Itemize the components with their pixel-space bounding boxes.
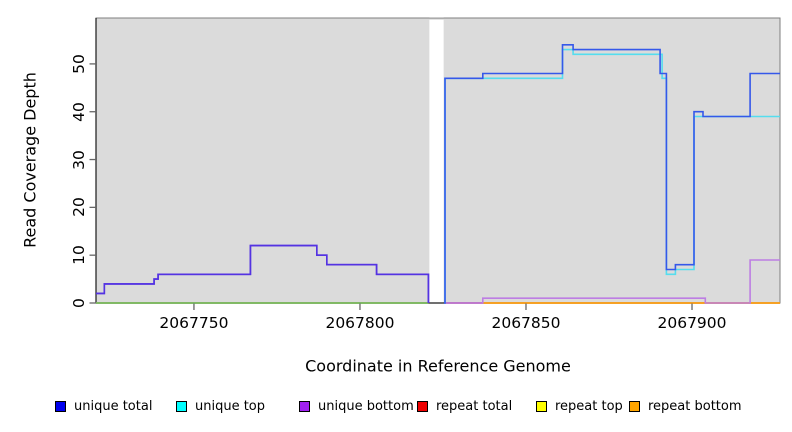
series-line-unique-top: [444, 48, 780, 304]
legend-swatch-icon: [536, 400, 547, 412]
legend-swatch-icon: [299, 400, 310, 412]
legend-item-unique-top: unique top: [176, 396, 265, 416]
series-line-unique-total: [444, 44, 780, 304]
legend-item-repeat-bottom: repeat bottom: [629, 396, 742, 416]
legend-label: unique top: [195, 398, 266, 414]
legend-item-unique-bottom: unique bottom: [299, 396, 414, 416]
panel-gap: [429, 19, 444, 303]
y-tick-label: 20: [70, 197, 88, 218]
y-tick-label: 10: [70, 245, 88, 266]
y-tick-label: 0: [70, 298, 88, 308]
y-axis-title: Read Coverage Depth: [20, 72, 40, 248]
y-tick-label: 30: [70, 149, 88, 170]
legend: unique total unique top unique bottom repea…: [0, 396, 792, 420]
series-line-unique-bottom: [444, 259, 780, 304]
legend-swatch-icon: [629, 400, 640, 412]
x-tick-label: 2067900: [657, 314, 727, 332]
legend-label: unique total: [74, 398, 153, 414]
y-tick-label: 50: [70, 54, 88, 74]
series-line-unique-total: [96, 244, 430, 303]
legend-item-unique-total: unique total: [55, 396, 152, 416]
x-tick-label: 2067750: [159, 314, 229, 332]
x-axis-title: Coordinate in Reference Genome: [305, 356, 571, 376]
x-tick-label: 2067800: [325, 314, 395, 332]
legend-swatch-icon: [55, 400, 66, 412]
legend-label: unique bottom: [318, 398, 414, 414]
legend-swatch-icon: [176, 400, 187, 412]
legend-swatch-icon: [417, 400, 428, 412]
x-tick-label: 2067850: [491, 314, 561, 332]
y-tick-label: 40: [70, 101, 88, 122]
legend-item-repeat-top: repeat top: [536, 396, 623, 416]
legend-item-repeat-total: repeat total: [417, 396, 512, 416]
legend-label: repeat bottom: [648, 398, 742, 414]
legend-label: repeat top: [555, 398, 623, 414]
legend-label: repeat total: [436, 398, 513, 414]
